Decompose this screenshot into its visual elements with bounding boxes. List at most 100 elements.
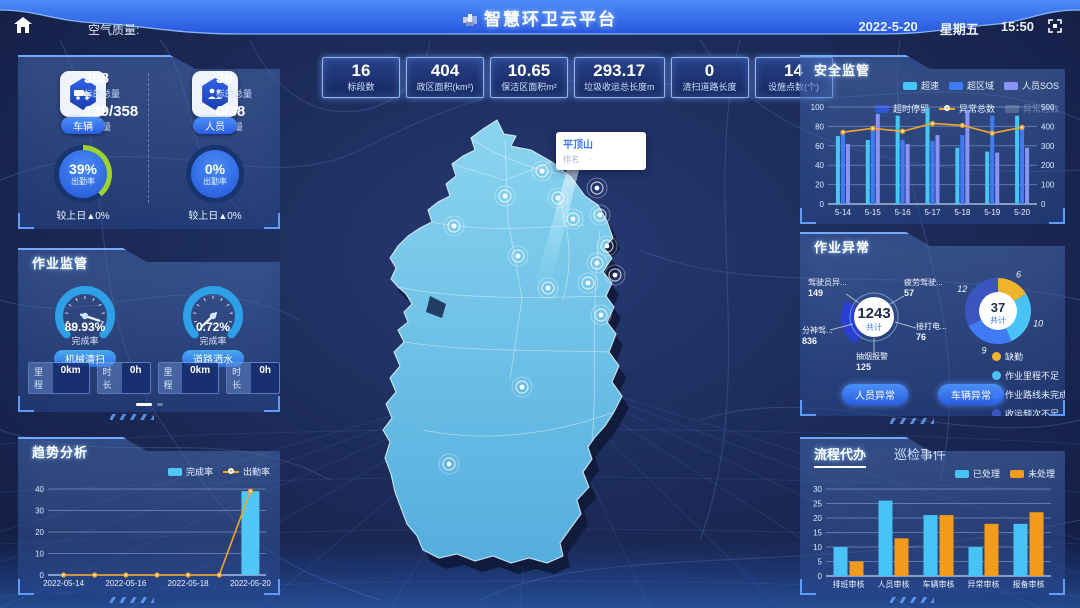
legend-item[interactable]: 作业里程不足 (992, 369, 1059, 382)
bar-人员SOS (876, 114, 880, 204)
person-total: 38 (216, 70, 233, 87)
svg-text:20: 20 (35, 528, 44, 537)
legend-item[interactable]: 超时停留 (875, 102, 929, 115)
svg-text:80: 80 (815, 122, 824, 131)
svg-text:400: 400 (1041, 122, 1055, 131)
bar-超速 (896, 116, 900, 204)
vehicle-rate-ring: 39% 出勤率 (54, 145, 112, 203)
stat-box: 293.17 垃圾收运总长度m (574, 57, 665, 98)
svg-text:37: 37 (991, 300, 1005, 315)
svg-text:0: 0 (40, 571, 45, 580)
map-marker[interactable] (586, 177, 608, 199)
tab-process-todo[interactable]: 流程代办 (814, 444, 866, 468)
svg-text:30: 30 (813, 485, 822, 494)
svg-text:5-20: 5-20 (1014, 208, 1031, 217)
map-marker[interactable] (547, 187, 569, 209)
svg-text:报备审核: 报备审核 (1013, 579, 1045, 589)
bar-未处理 (940, 515, 954, 576)
person-rate-ring: 0% 出勤率 (186, 145, 244, 203)
map-marker[interactable] (590, 304, 612, 326)
svg-text:5-19: 5-19 (984, 208, 1001, 217)
date-text: 2022-5-20 (858, 19, 918, 34)
legend-item[interactable]: 异常总数 (939, 102, 995, 115)
anomaly-panel-title: 作业异常 (814, 240, 871, 255)
bar-超速 (866, 140, 870, 204)
map-marker[interactable] (604, 264, 626, 286)
datetime: 2022-5-20 星期五 15:50 (858, 19, 1034, 38)
bar-已处理 (1014, 524, 1028, 576)
operation-panel: 作业监管 89.93% 完成率 机械清扫 0.72% 完成率 道路洒水 里程 0k… (18, 248, 280, 412)
legend-item[interactable]: 收运频次不足 (992, 407, 1059, 420)
bar-已处理 (924, 515, 938, 576)
svg-text:5-16: 5-16 (895, 208, 912, 217)
vehicle-tag: 车辆 (61, 117, 105, 134)
bar-已处理 (969, 547, 983, 576)
svg-text:100: 100 (1041, 181, 1055, 190)
map-marker[interactable] (562, 208, 584, 230)
legend-item[interactable]: 超速 (903, 79, 939, 92)
svg-text:共计: 共计 (990, 315, 1006, 325)
bar-超速 (955, 148, 959, 204)
bar-超区域 (1020, 128, 1024, 204)
bar-人员SOS (906, 144, 910, 204)
pager[interactable] (18, 403, 280, 406)
person-attendance-count: 0/38 (216, 103, 246, 120)
bar-人员SOS (995, 153, 999, 204)
safety-panel: 安全监管 超速 超区域 人员SOS 超时停留 异常总数 异常总数 0 0 20 100 40 200… (800, 55, 1065, 224)
svg-text:20: 20 (813, 514, 822, 523)
trend-chart: 0 10 20 30 40 2022-05-14 2022-05-16 2022-05-18 2… (24, 481, 274, 591)
person-anomaly-button[interactable]: 人员异常 (842, 384, 908, 405)
svg-text:500: 500 (1041, 103, 1055, 112)
svg-text:6: 6 (1016, 269, 1021, 279)
svg-text:2022-05-16: 2022-05-16 (105, 579, 146, 588)
vehicle-anomaly-button[interactable]: 车辆异常 (938, 384, 1004, 405)
map-marker[interactable] (494, 185, 516, 207)
safety-panel-title: 安全监管 (814, 63, 871, 78)
gauge-value: 0.72% (195, 320, 231, 334)
legend-item[interactable]: 作业路线未完成 (992, 388, 1068, 401)
map-marker[interactable] (586, 252, 608, 274)
map-marker[interactable] (511, 376, 533, 398)
map-tooltip: 平顶山 排名 - (556, 132, 646, 170)
legend-item[interactable]: 出勤率 (223, 465, 270, 478)
legend-item[interactable]: 缺勤 (992, 350, 1023, 363)
stats-row: 16 标段数 404 政区面积(km²) 10.65 保洁区面积m² 293.17 垃圾收运总… (322, 57, 833, 98)
home-icon[interactable] (14, 17, 32, 33)
legend-item[interactable]: 人员SOS (1004, 79, 1059, 92)
platform-logo-icon (463, 14, 477, 26)
header-band (0, 0, 1080, 35)
bar-人员SOS (846, 144, 850, 204)
map-marker[interactable] (438, 453, 460, 475)
svg-text:5: 5 (818, 558, 823, 567)
legend-item[interactable]: 完成率 (168, 465, 213, 478)
map-marker[interactable] (537, 277, 559, 299)
callout: 疲劳驾驶... 57 (904, 278, 943, 298)
vehicle-total: 358 (84, 70, 110, 87)
legend-item[interactable]: 已处理 (955, 467, 1000, 480)
legend-item[interactable]: 异常总数 (1005, 102, 1059, 115)
stat-box: 16 标段数 (322, 57, 400, 98)
bar-超速 (1015, 116, 1019, 204)
bar-未处理 (850, 562, 864, 577)
map-marker[interactable] (577, 272, 599, 294)
svg-text:20: 20 (815, 181, 824, 190)
legend-item[interactable]: 超区域 (949, 79, 994, 92)
map-marker[interactable] (443, 215, 465, 237)
fullscreen-icon[interactable] (1048, 19, 1062, 33)
svg-text:40: 40 (815, 161, 824, 170)
svg-text:9: 9 (982, 346, 987, 356)
svg-text:人员审核: 人员审核 (878, 579, 910, 589)
legend-item[interactable]: 未处理 (1010, 467, 1055, 480)
truck-icon (68, 78, 98, 110)
callout: 分神驾... 836 (802, 326, 833, 346)
map-marker[interactable] (589, 204, 611, 226)
map-marker[interactable] (507, 245, 529, 267)
map-marker[interactable] (596, 235, 618, 257)
bar-人员SOS (965, 110, 969, 204)
svg-text:30: 30 (35, 507, 44, 516)
stat-box: 0 清扫道路长度 (670, 57, 749, 98)
svg-text:0: 0 (820, 200, 825, 209)
map-marker[interactable] (531, 160, 553, 182)
